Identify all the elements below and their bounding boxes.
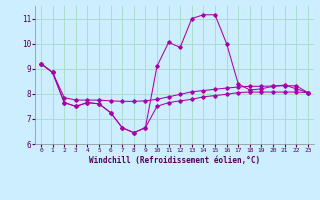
X-axis label: Windchill (Refroidissement éolien,°C): Windchill (Refroidissement éolien,°C) xyxy=(89,156,260,165)
